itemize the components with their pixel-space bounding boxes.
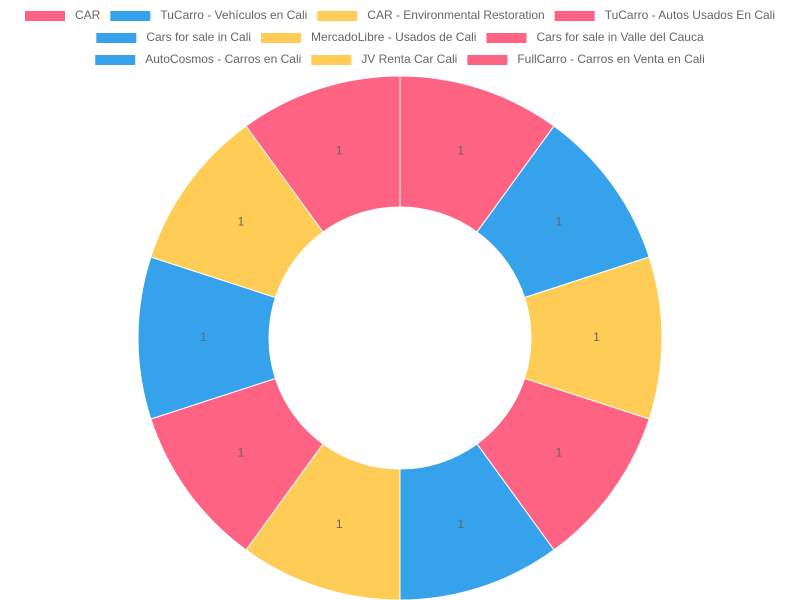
legend-label: CAR <box>75 8 101 22</box>
legend-label: Cars for sale in Cali <box>146 30 251 44</box>
legend-item: Cars for sale in Cali <box>96 30 251 44</box>
legend-label: FullCarro - Carros en Venta en Cali <box>517 52 704 66</box>
legend-label: JV Renta Car Cali <box>361 52 457 66</box>
legend-item: TuCarro - Autos Usados En Cali <box>554 8 775 22</box>
data-label: 1 <box>336 517 343 531</box>
legend-item: CAR <box>25 8 101 22</box>
legend-item: AutoCosmos - Carros en Cali <box>95 52 301 66</box>
legend-label: Cars for sale in Valle del Cauca <box>536 30 704 44</box>
legend-item: Cars for sale in Valle del Cauca <box>486 30 704 44</box>
segment <box>245 75 401 233</box>
legend-swatch <box>311 55 352 65</box>
legend-swatch <box>261 33 302 43</box>
legend-label: TuCarro - Vehículos en Cali <box>160 8 307 22</box>
legend-item: FullCarro - Carros en Venta en Cali <box>467 52 705 66</box>
legend-label: MercadoLibre - Usados de Cali <box>311 30 476 44</box>
data-label: 1 <box>556 215 563 229</box>
legend-swatch <box>96 33 137 43</box>
legend-swatch <box>486 33 527 43</box>
legend-swatch <box>554 11 595 21</box>
legend-item: TuCarro - Vehículos en Cali <box>110 8 307 22</box>
data-label: 1 <box>593 330 600 344</box>
data-label: 1 <box>238 215 245 229</box>
data-label: 1 <box>200 330 207 344</box>
data-label: 1 <box>238 446 245 460</box>
legend-label: CAR - Environmental Restoration <box>367 8 544 22</box>
legend-label: AutoCosmos - Carros en Cali <box>145 52 301 66</box>
legend-swatch <box>110 11 151 21</box>
data-label: 1 <box>336 143 343 157</box>
legend-swatch <box>317 11 358 21</box>
data-label: 1 <box>457 517 464 531</box>
legend-item: MercadoLibre - Usados de Cali <box>261 30 476 44</box>
data-label: 1 <box>457 143 464 157</box>
legend-label: TuCarro - Autos Usados En Cali <box>605 8 775 22</box>
legend-item: JV Renta Car Cali <box>311 52 457 66</box>
legend-item: CAR - Environmental Restoration <box>317 8 545 22</box>
legend-swatch <box>467 55 508 65</box>
legend-swatch <box>25 11 65 21</box>
data-label: 1 <box>556 446 563 460</box>
legend-swatch <box>95 55 136 65</box>
